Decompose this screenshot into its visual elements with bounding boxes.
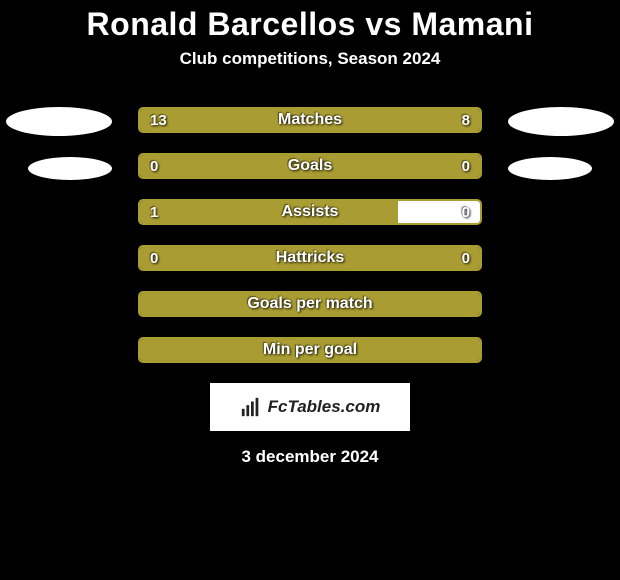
bar-left xyxy=(140,201,398,223)
player1-name: Ronald Barcellos xyxy=(87,6,356,42)
logo-box: FcTables.com xyxy=(210,383,410,431)
subtitle: Club competitions, Season 2024 xyxy=(0,49,620,69)
stat-row: Matches138 xyxy=(138,107,482,133)
bar-right xyxy=(398,201,480,223)
bar-left xyxy=(140,247,310,269)
stat-row: Hattricks00 xyxy=(138,245,482,271)
stat-row: Min per goal xyxy=(138,337,482,363)
fctables-logo-icon xyxy=(240,396,262,418)
stat-row: Goals per match xyxy=(138,291,482,317)
logo-text: FcTables.com xyxy=(268,397,381,417)
stat-row: Goals00 xyxy=(138,153,482,179)
bar-left xyxy=(140,109,351,131)
bar-left xyxy=(140,339,480,361)
player2-name: Mamani xyxy=(411,6,533,42)
bar-right xyxy=(310,155,480,177)
player2-avatar-oval-2 xyxy=(508,157,592,180)
player1-avatar-oval-2 xyxy=(28,157,112,180)
stat-rows: Matches138 Goals00 Assists10 Hattricks00 Goa… xyxy=(138,107,482,363)
player2-avatar-oval-1 xyxy=(508,107,614,136)
bar-right xyxy=(351,109,480,131)
stat-row: Assists10 xyxy=(138,199,482,225)
date-text: 3 december 2024 xyxy=(0,447,620,467)
bar-left xyxy=(140,293,480,315)
player1-avatar-oval-1 xyxy=(6,107,112,136)
page-title: Ronald Barcellos vs Mamani xyxy=(0,6,620,43)
vs-text: vs xyxy=(365,6,402,42)
stats-area: Matches138 Goals00 Assists10 Hattricks00 Goa… xyxy=(0,107,620,363)
bar-right xyxy=(310,247,480,269)
bar-left xyxy=(140,155,310,177)
comparison-widget: Ronald Barcellos vs Mamani Club competit… xyxy=(0,0,620,467)
